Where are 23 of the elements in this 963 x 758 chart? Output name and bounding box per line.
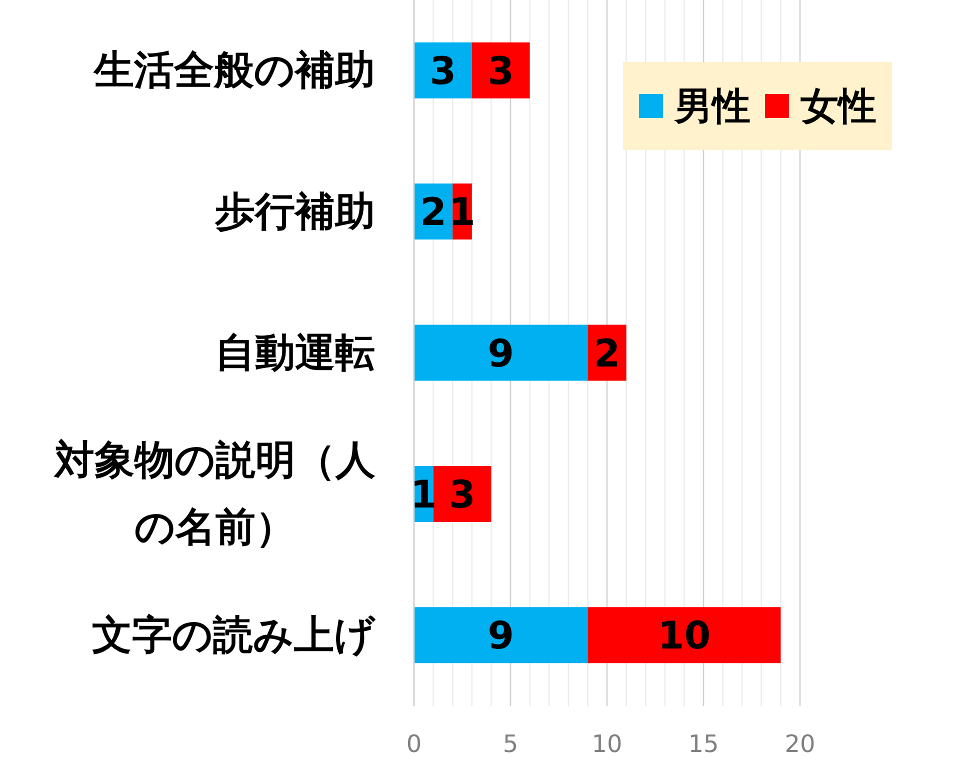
legend-label: 女性 [800, 82, 876, 130]
x-tick-label: 10 [592, 730, 622, 758]
data-label: 2 [594, 331, 620, 376]
data-label: 9 [488, 331, 514, 376]
y-tick-label: 文字の読み上げ [92, 612, 376, 658]
x-tick-label: 15 [688, 730, 719, 758]
x-tick-label: 20 [784, 730, 816, 758]
data-label: 3 [449, 472, 476, 516]
data-label: 9 [488, 614, 514, 658]
y-tick-label: 生活全般の補助 [93, 48, 375, 94]
bar [414, 324, 588, 381]
data-label: 10 [658, 614, 711, 658]
x-tick-label: 5 [502, 730, 518, 758]
data-label: 3 [488, 48, 514, 93]
legend-label: 男性 [674, 82, 750, 130]
bar [588, 607, 781, 664]
x-tick-label: 0 [406, 730, 422, 758]
y-tick-label: 対象物の説明（人の名前） [54, 438, 376, 551]
y-tick-label: 歩行補助 [214, 188, 375, 235]
data-label: 2 [420, 190, 447, 234]
bar [414, 607, 588, 664]
data-label: 3 [430, 48, 456, 93]
y-tick-label: 自動運転 [215, 330, 375, 376]
